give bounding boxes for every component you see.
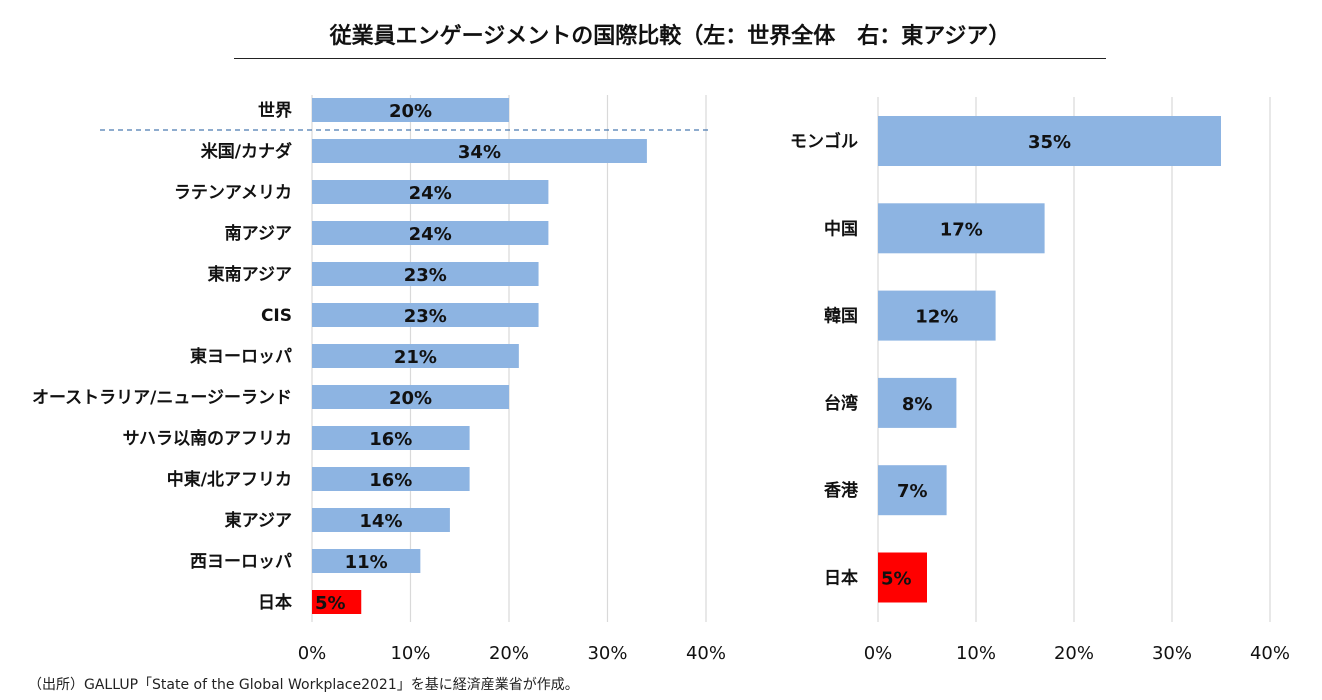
left-x-tick-label: 30% bbox=[587, 643, 627, 664]
left-bar bbox=[312, 98, 509, 122]
left-category-label: CIS bbox=[261, 306, 292, 326]
left-bar bbox=[312, 590, 362, 614]
left-category-label: 西ヨーロッパ bbox=[190, 552, 292, 572]
right-bar bbox=[878, 465, 947, 516]
left-x-tick-label: 10% bbox=[390, 643, 430, 664]
right-data-label: 8% bbox=[902, 394, 933, 415]
left-data-label: 20% bbox=[389, 388, 432, 409]
left-bar bbox=[312, 385, 509, 409]
left-data-label: 24% bbox=[409, 224, 452, 245]
left-data-label: 16% bbox=[369, 470, 412, 491]
left-x-tick-label: 20% bbox=[489, 643, 529, 664]
left-category-label: サハラ以南のアフリカ bbox=[123, 428, 292, 449]
left-data-label: 23% bbox=[404, 265, 447, 286]
right-category-label: 香港 bbox=[824, 480, 859, 501]
left-bar bbox=[312, 262, 539, 286]
left-category-label: オーストラリア/ニュージーランド bbox=[32, 388, 292, 408]
title-underline bbox=[234, 58, 1106, 59]
right-x-tick-label: 30% bbox=[1152, 643, 1192, 664]
left-x-tick-label: 40% bbox=[686, 643, 726, 664]
right-category-label: 日本 bbox=[824, 568, 858, 589]
right-bar bbox=[878, 377, 957, 428]
left-bar bbox=[312, 180, 549, 204]
right-x-tick-label: 20% bbox=[1054, 643, 1094, 664]
left-data-label: 14% bbox=[359, 511, 402, 532]
left-bar bbox=[312, 508, 450, 532]
right-data-label: 35% bbox=[1028, 132, 1071, 153]
right-bar bbox=[878, 290, 996, 341]
left-bar bbox=[312, 426, 470, 450]
right-bar bbox=[878, 116, 1221, 166]
left-category-label: ラテンアメリカ bbox=[174, 183, 292, 203]
right-x-tick-label: 0% bbox=[864, 643, 893, 664]
left-category-label: 米国/カナダ bbox=[201, 141, 292, 162]
left-data-label: 34% bbox=[458, 142, 501, 163]
left-category-label: 南アジア bbox=[225, 223, 292, 244]
left-data-label: 23% bbox=[404, 306, 447, 327]
left-data-label: 20% bbox=[389, 101, 432, 122]
right-data-label: 5% bbox=[881, 569, 912, 590]
right-category-label: 韓国 bbox=[824, 306, 858, 327]
left-category-label: 中東/北アフリカ bbox=[167, 469, 292, 490]
source-note: （出所）GALLUP「State of the Global Workplace… bbox=[28, 677, 579, 693]
left-category-label: 世界 bbox=[258, 101, 292, 121]
right-category-label: 台湾 bbox=[824, 393, 858, 414]
left-category-label: 東アジア bbox=[225, 510, 292, 531]
right-data-label: 12% bbox=[915, 307, 958, 328]
right-data-label: 7% bbox=[897, 481, 928, 502]
chart-title: 従業員エンゲージメントの国際比較（左：世界全体 右：東アジア） bbox=[329, 24, 1011, 49]
left-category-label: 東ヨーロッパ bbox=[190, 346, 292, 367]
left-category-label: 東南アジア bbox=[208, 264, 292, 285]
left-x-tick-label: 0% bbox=[298, 643, 327, 664]
right-bar bbox=[878, 203, 1045, 254]
right-x-tick-label: 40% bbox=[1250, 643, 1290, 664]
left-bar bbox=[312, 139, 647, 163]
left-category-label: 日本 bbox=[258, 592, 292, 613]
left-bar bbox=[312, 549, 421, 573]
left-data-label: 5% bbox=[315, 593, 346, 614]
left-bar bbox=[312, 221, 549, 245]
left-data-label: 11% bbox=[345, 552, 388, 573]
right-bar bbox=[878, 552, 927, 603]
right-category-label: モンゴル bbox=[790, 131, 858, 152]
right-x-tick-label: 10% bbox=[956, 643, 996, 664]
left-data-label: 16% bbox=[369, 429, 412, 450]
left-data-label: 24% bbox=[409, 183, 452, 204]
left-data-label: 21% bbox=[394, 347, 437, 368]
left-bar bbox=[312, 303, 539, 327]
right-data-label: 17% bbox=[940, 219, 983, 240]
left-bar bbox=[312, 467, 470, 491]
right-category-label: 中国 bbox=[824, 218, 858, 239]
left-bar bbox=[312, 344, 519, 368]
